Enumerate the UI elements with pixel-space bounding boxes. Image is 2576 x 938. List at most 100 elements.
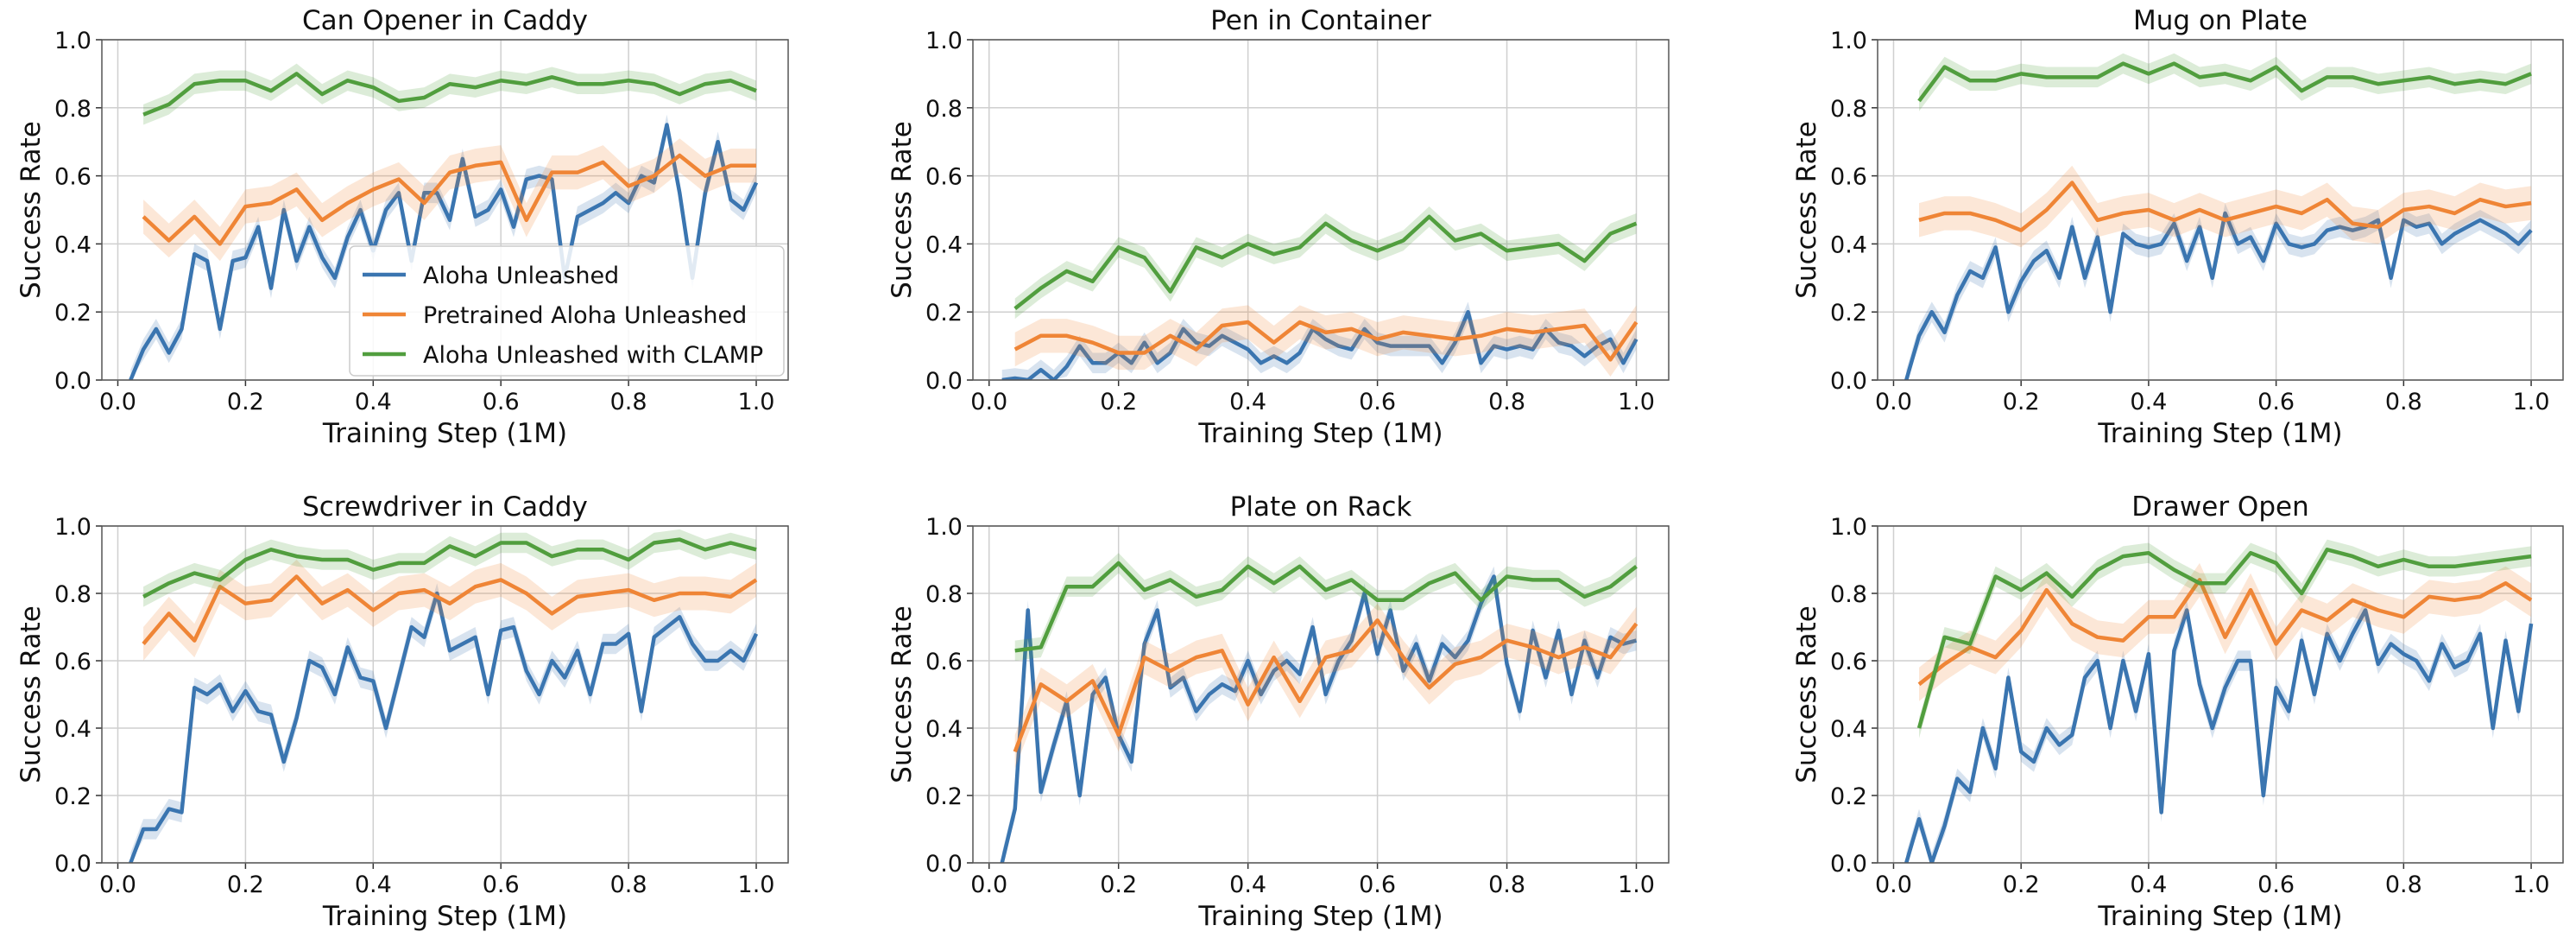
x-tick-label: 1.0 [738, 389, 775, 415]
y-tick-label: 0.2 [925, 300, 963, 326]
x-tick-label: 0.4 [1229, 871, 1266, 898]
y-tick-label: 0.8 [925, 96, 963, 123]
axes-frame [1877, 39, 2564, 381]
subplot-title: Mug on Plate [2133, 5, 2308, 36]
x-tick-label: 1.0 [738, 871, 775, 898]
x-tick-label: 1.0 [1618, 871, 1655, 898]
y-tick-label: 0.0 [925, 368, 963, 395]
axes-frame [972, 525, 1670, 864]
subplot-title: Plate on Rack [1230, 491, 1412, 523]
y-tick-label: 0.4 [925, 231, 963, 258]
series-line-1 [1000, 574, 1638, 863]
series-band-3 [143, 63, 757, 125]
x-tick-label: 0.2 [2003, 871, 2040, 898]
x-axis-label: Training Step (1M) [1197, 418, 1443, 449]
series-band-2 [1014, 305, 1637, 377]
subplot-3: 0.0 0.2 0.4 0.6 0.8 1.0 0.0 0.2 0.4 0.6 0.8 1.0 Mug … [1791, 5, 2564, 449]
series-line-1 [1904, 608, 2534, 863]
series-band-3 [1919, 539, 2532, 738]
x-tick-label: 0.4 [2130, 389, 2167, 415]
subplot-1: 0.0 0.2 0.4 0.6 0.8 1.0 0.0 0.2 0.4 0.6 0.8 1.0 Can … [16, 5, 789, 449]
legend: Aloha Unleashed Pretrained Aloha Unleashe… [349, 245, 785, 377]
y-tick-label: 0.6 [1830, 649, 1867, 675]
x-tick-label: 0.8 [610, 389, 647, 415]
y-tick-label: 0.4 [925, 716, 963, 743]
legend-entry: Pretrained Aloha Unleashed [423, 302, 747, 329]
x-tick-label: 1.0 [1618, 389, 1655, 415]
axes-frame [101, 39, 789, 381]
y-axis-label: Success Rate [16, 605, 47, 783]
x-tick-label: 0.6 [2257, 389, 2295, 415]
y-tick-label: 0.4 [54, 231, 92, 258]
series-line-1 [1904, 211, 2533, 380]
y-tick-label: 0.8 [54, 96, 92, 123]
subplot-6: 0.0 0.2 0.4 0.6 0.8 1.0 0.0 0.2 0.4 0.6 0.8 1.0 Draw… [1791, 491, 2564, 932]
x-tick-label: 0.0 [970, 389, 1007, 415]
x-tick-label: 0.4 [355, 871, 392, 898]
y-tick-label: 0.6 [54, 164, 92, 191]
y-tick-label: 0.8 [1830, 96, 1867, 123]
x-tick-label: 0.8 [610, 871, 647, 898]
x-tick-label: 1.0 [2513, 389, 2550, 415]
series-line-1 [129, 123, 759, 380]
x-tick-label: 0.8 [1488, 389, 1525, 415]
subplot-title: Drawer Open [2131, 491, 2308, 523]
y-tick-label: 0.0 [54, 368, 92, 395]
subplot-4: 0.0 0.2 0.4 0.6 0.8 1.0 0.0 0.2 0.4 0.6 0.8 1.0 Scre… [16, 491, 789, 932]
y-tick-label: 0.2 [925, 783, 963, 810]
y-axis-label: Success Rate [887, 605, 918, 783]
x-tick-label: 0.8 [2385, 871, 2422, 898]
y-axis-label: Success Rate [1791, 121, 1822, 299]
series-band-2 [143, 560, 757, 661]
legend-entry: Aloha Unleashed with CLAMP [423, 342, 763, 369]
series-line-1 [1001, 309, 1638, 380]
y-tick-label: 0.0 [1830, 851, 1867, 878]
y-axis-label: Success Rate [16, 121, 47, 299]
subplot-5: 0.0 0.2 0.4 0.6 0.8 1.0 0.0 0.2 0.4 0.6 0.8 1.0 Plat… [887, 491, 1670, 932]
x-tick-label: 0.8 [1488, 871, 1525, 898]
x-tick-label: 0.4 [2130, 871, 2167, 898]
x-axis-label: Training Step (1M) [322, 901, 567, 932]
x-tick-label: 0.4 [355, 389, 392, 415]
series-band-2 [1014, 603, 1637, 769]
axes-frame [1877, 525, 2564, 864]
x-tick-label: 0.0 [99, 871, 136, 898]
y-axis-label: Success Rate [887, 121, 918, 299]
subplot-title: Screwdriver in Caddy [302, 491, 588, 523]
subplot-title: Can Opener in Caddy [302, 5, 588, 36]
y-axis-label: Success Rate [1791, 605, 1822, 783]
y-tick-label: 0.8 [1830, 581, 1867, 608]
y-tick-label: 0.0 [1830, 368, 1867, 395]
series-band-3 [1919, 53, 2532, 111]
x-axis-label: Training Step (1M) [1197, 901, 1443, 932]
legend-box [349, 245, 785, 377]
x-tick-label: 0.2 [1100, 871, 1137, 898]
series-band-2 [1919, 562, 2532, 701]
y-tick-label: 1.0 [925, 514, 963, 541]
series-line-1 [129, 591, 759, 863]
legend-entry: Aloha Unleashed [423, 263, 619, 289]
axes-frame [101, 525, 789, 864]
y-tick-label: 0.6 [1830, 164, 1867, 191]
x-tick-label: 0.2 [227, 389, 264, 415]
x-tick-label: 0.0 [1875, 871, 1912, 898]
y-tick-label: 1.0 [54, 514, 92, 541]
x-tick-label: 0.6 [2257, 871, 2295, 898]
series-band-1 [1001, 566, 1637, 863]
x-tick-label: 0.6 [483, 389, 520, 415]
x-axis-label: Training Step (1M) [2097, 901, 2342, 932]
y-tick-label: 0.4 [54, 716, 92, 743]
x-axis-label: Training Step (1M) [322, 418, 567, 449]
y-tick-label: 1.0 [1830, 28, 1867, 54]
y-tick-label: 1.0 [1830, 514, 1867, 541]
axes-frame [972, 39, 1670, 381]
y-tick-label: 0.4 [1830, 716, 1867, 743]
x-tick-label: 0.4 [1229, 389, 1266, 415]
x-tick-label: 0.0 [99, 389, 136, 415]
y-tick-label: 0.6 [925, 649, 963, 675]
y-tick-label: 0.2 [1830, 300, 1867, 326]
subplot-2: 0.0 0.2 0.4 0.6 0.8 1.0 0.0 0.2 0.4 0.6 0.8 1.0 Pen … [887, 5, 1670, 449]
x-tick-label: 0.6 [483, 871, 520, 898]
y-tick-label: 0.2 [54, 783, 92, 810]
